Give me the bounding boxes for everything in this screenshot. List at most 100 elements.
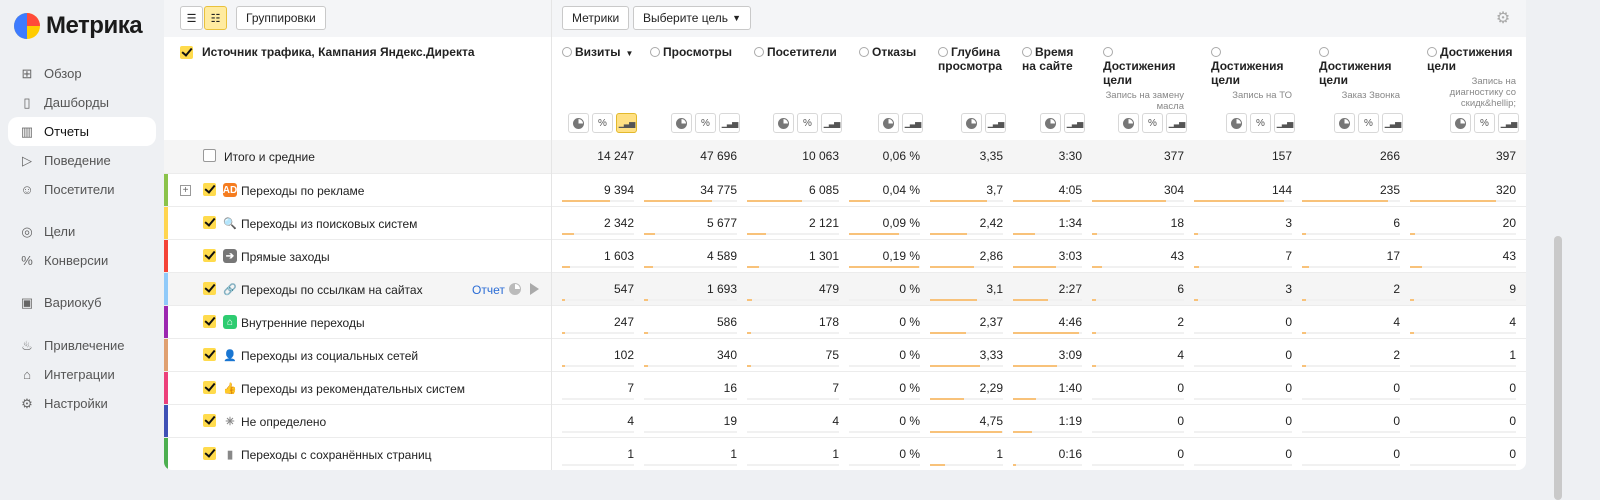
column-header-7[interactable]: Достижения цели Запись на замену масла [1103,45,1184,112]
source-label[interactable]: Внутренние переходы [241,316,365,330]
sidebar-item-1[interactable]: ⊞ Обзор [8,59,156,88]
source-label[interactable]: Переходы из поисковых систем [241,217,418,231]
percent-icon[interactable]: % [592,113,613,133]
sidebar-item-10[interactable]: ⌂ Интеграции [8,360,156,389]
source-label[interactable]: Прямые заходы [241,250,330,264]
table-row[interactable]: 👤 Переходы из социальных сетей 102 340 75 0 %… [164,338,1526,372]
percent-icon[interactable]: % [1358,113,1379,133]
column-header-2[interactable]: Просмотры [650,45,737,59]
bar-chart-icon[interactable]: ▁▃▅ [719,113,740,133]
table-row[interactable]: 🔍 Переходы из поисковых систем 2 342 5 677 2… [164,206,1526,240]
pie-chart-icon[interactable] [671,113,692,133]
percent-icon[interactable]: % [695,113,716,133]
info-icon[interactable] [754,47,764,57]
pie-chart-icon[interactable] [773,113,794,133]
groupings-button[interactable]: Группировки [236,6,326,30]
source-label[interactable]: Переходы с сохранённых страниц [241,448,432,462]
percent-icon[interactable]: % [1142,113,1163,133]
goal-select[interactable]: Выберите цель ▼ [633,6,751,30]
metrics-button[interactable]: Метрики [562,6,630,30]
pie-chart-icon[interactable] [961,113,982,133]
logo[interactable]: Метрика [14,12,143,40]
dimension-checkbox[interactable] [180,46,193,59]
bar-chart-icon[interactable]: ▁▃▅ [616,113,637,133]
row-checkbox[interactable] [203,249,216,262]
sidebar-item-5[interactable]: ☺ Посетители [8,175,156,204]
expand-icon[interactable]: + [180,185,191,196]
column-header-5[interactable]: Глубина просмотра [938,45,1003,73]
pie-chart-icon[interactable] [878,113,899,133]
sidebar-item-11[interactable]: ⚙ Настройки [8,389,156,418]
info-icon[interactable] [1103,47,1113,57]
column-header-1[interactable]: Визиты ▼ [562,45,634,61]
bar-chart-icon[interactable]: ▁▃▅ [1498,113,1519,133]
row-checkbox[interactable] [203,381,216,394]
sidebar-item-6[interactable]: ◎ Цели [8,217,156,246]
bar-chart-icon[interactable]: ▁▃▅ [1382,113,1403,133]
pie-chart-icon[interactable] [1040,113,1061,133]
report-link[interactable]: Отчет [472,283,505,297]
settings-gear-icon[interactable]: ⚙ [1495,10,1511,27]
bar-chart-icon[interactable]: ▁▃▅ [1064,113,1085,133]
column-header-9[interactable]: Достижения цели Заказ Звонка [1319,45,1400,101]
list-view-button[interactable]: ☰ [180,6,203,30]
info-icon[interactable] [859,47,869,57]
percent-icon[interactable]: % [797,113,818,133]
info-icon[interactable] [562,47,572,57]
bar-chart-icon[interactable]: ▁▃▅ [985,113,1006,133]
info-icon[interactable] [938,47,948,57]
info-icon[interactable] [1022,47,1032,57]
bar-chart-icon[interactable]: ▁▃▅ [1166,113,1187,133]
sidebar-item-3[interactable]: ▥ Отчеты [8,117,156,146]
bar-chart-icon[interactable]: ▁▃▅ [902,113,923,133]
table-row[interactable]: ⌂ Внутренние переходы 247 586 178 0 % 2,37 4:46… [164,305,1526,339]
row-checkbox[interactable] [203,348,216,361]
info-icon[interactable] [1319,47,1329,57]
column-header-3[interactable]: Посетители [754,45,839,59]
pie-chart-icon[interactable] [568,113,589,133]
row-checkbox[interactable] [203,183,216,196]
sidebar-item-8[interactable]: ▣ Вариокуб [8,288,156,317]
info-icon[interactable] [1211,47,1221,57]
pie-chart-icon[interactable] [509,283,521,295]
source-label[interactable]: Переходы по ссылкам на сайтах [241,283,423,297]
info-icon[interactable] [650,47,660,57]
table-row[interactable]: 🔗 Переходы по ссылкам на сайтах Отчет 547 1 … [164,272,1526,306]
source-label[interactable]: Переходы по рекламе [241,184,365,198]
table-row[interactable]: + AD Переходы по рекламе 9 394 34 775 6 085 0,… [164,173,1526,207]
pie-chart-icon[interactable] [1450,113,1471,133]
play-icon[interactable] [530,283,539,295]
sidebar-item-4[interactable]: ▷ Поведение [8,146,156,175]
sidebar-item-9[interactable]: ♨ Привлечение [8,331,156,360]
dimension-header[interactable]: Источник трафика, Кампания Яндекс.Директ… [202,45,475,59]
tree-view-button[interactable]: ☷ [204,6,227,30]
bar-chart-icon[interactable]: ▁▃▅ [1274,113,1295,133]
sidebar-item-7[interactable]: % Конверсии [8,246,156,275]
row-checkbox[interactable] [203,216,216,229]
column-header-10[interactable]: Достижения цели Запись на диагностику со … [1427,45,1516,109]
totals-checkbox[interactable] [203,149,216,162]
column-header-8[interactable]: Достижения цели Запись на ТО [1211,45,1292,101]
sort-desc-icon[interactable]: ▼ [625,49,634,58]
table-row[interactable]: ✳ Не определено 4 19 4 0 % 4,75 1:19 0 0 0 0 [164,404,1526,438]
row-checkbox[interactable] [203,414,216,427]
source-label[interactable]: Переходы из рекомендательных систем [241,382,465,396]
bar-chart-icon[interactable]: ▁▃▅ [821,113,842,133]
pie-chart-icon[interactable] [1226,113,1247,133]
pie-chart-icon[interactable] [1118,113,1139,133]
column-header-6[interactable]: Время на сайте [1022,45,1082,73]
row-checkbox[interactable] [203,447,216,460]
percent-icon[interactable]: % [1474,113,1495,133]
percent-icon[interactable]: % [1250,113,1271,133]
scrollbar-thumb[interactable] [1554,236,1562,500]
info-icon[interactable] [1427,47,1437,57]
sidebar-item-2[interactable]: ▯ Дашборды [8,88,156,117]
pie-chart-icon[interactable] [1334,113,1355,133]
row-checkbox[interactable] [203,315,216,328]
table-row[interactable]: ▮ Переходы с сохранённых страниц 1 1 1 0 % 1 0:… [164,437,1526,470]
source-label[interactable]: Не определено [241,415,327,429]
table-row[interactable]: 👍 Переходы из рекомендательных систем 7 16 7… [164,371,1526,405]
source-label[interactable]: Переходы из социальных сетей [241,349,419,363]
row-checkbox[interactable] [203,282,216,295]
table-row[interactable]: ➔ Прямые заходы 1 603 4 589 1 301 0,19 % 2,86 3… [164,239,1526,273]
